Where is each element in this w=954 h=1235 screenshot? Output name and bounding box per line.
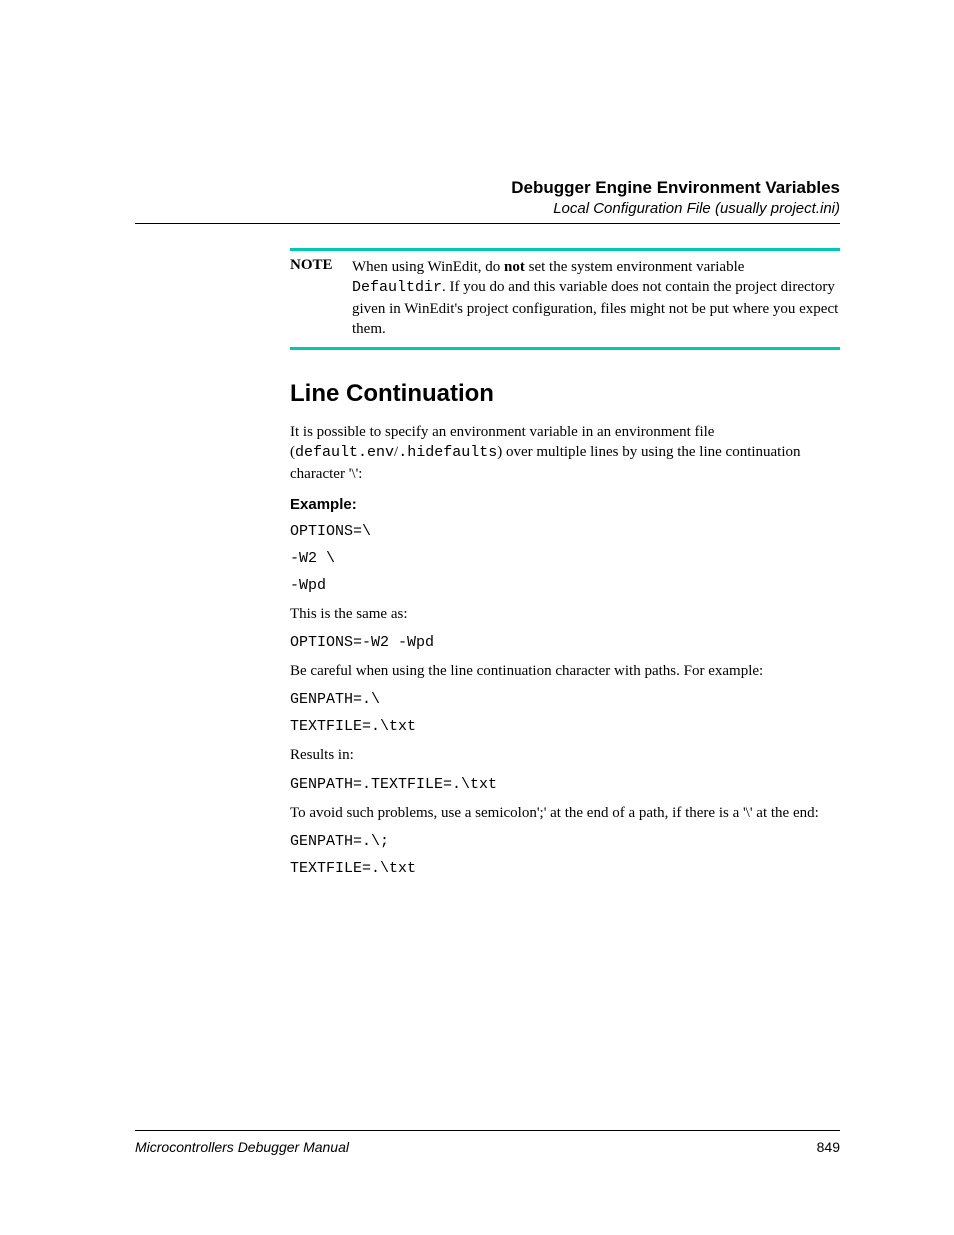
main-content: Line Continuation It is possible to spec…: [290, 380, 840, 877]
code-line: -W2 \: [290, 550, 840, 567]
note-body: When using WinEdit, do not set the syste…: [352, 257, 840, 339]
code-line: OPTIONS=\: [290, 523, 840, 540]
footer-page-number: 849: [817, 1139, 840, 1155]
note-text-1: When using WinEdit, do: [352, 259, 504, 275]
note-label: NOTE: [290, 257, 352, 339]
section-heading: Line Continuation: [290, 380, 840, 408]
header-title: Debugger Engine Environment Variables: [135, 178, 840, 198]
code-line: GENPATH=.\: [290, 691, 840, 708]
results-text: Results in:: [290, 745, 840, 765]
note-callout: NOTE When using WinEdit, do not set the …: [290, 248, 840, 350]
page-header: Debugger Engine Environment Variables Lo…: [135, 178, 840, 224]
note-text-2: set the system environment variable: [525, 259, 745, 275]
intro-paragraph: It is possible to specify an environment…: [290, 422, 840, 484]
example-label: Example:: [290, 496, 840, 513]
intro-code-1: default.env: [295, 444, 394, 461]
code-line: OPTIONS=-W2 -Wpd: [290, 634, 840, 651]
page-footer: Microcontrollers Debugger Manual 849: [135, 1130, 840, 1155]
note-code: Defaultdir: [352, 279, 442, 296]
intro-code-2: .hidefaults: [398, 444, 497, 461]
code-line: -Wpd: [290, 577, 840, 594]
code-line: GENPATH=.TEXTFILE=.\txt: [290, 776, 840, 793]
code-line: GENPATH=.\;: [290, 833, 840, 850]
code-line: TEXTFILE=.\txt: [290, 860, 840, 877]
note-bold: not: [504, 259, 525, 275]
header-subtitle: Local Configuration File (usually projec…: [135, 200, 840, 217]
footer-manual-name: Microcontrollers Debugger Manual: [135, 1139, 349, 1155]
careful-text: Be careful when using the line continuat…: [290, 661, 840, 681]
same-as-text: This is the same as:: [290, 604, 840, 624]
avoid-text: To avoid such problems, use a semicolon'…: [290, 803, 840, 823]
code-line: TEXTFILE=.\txt: [290, 718, 840, 735]
